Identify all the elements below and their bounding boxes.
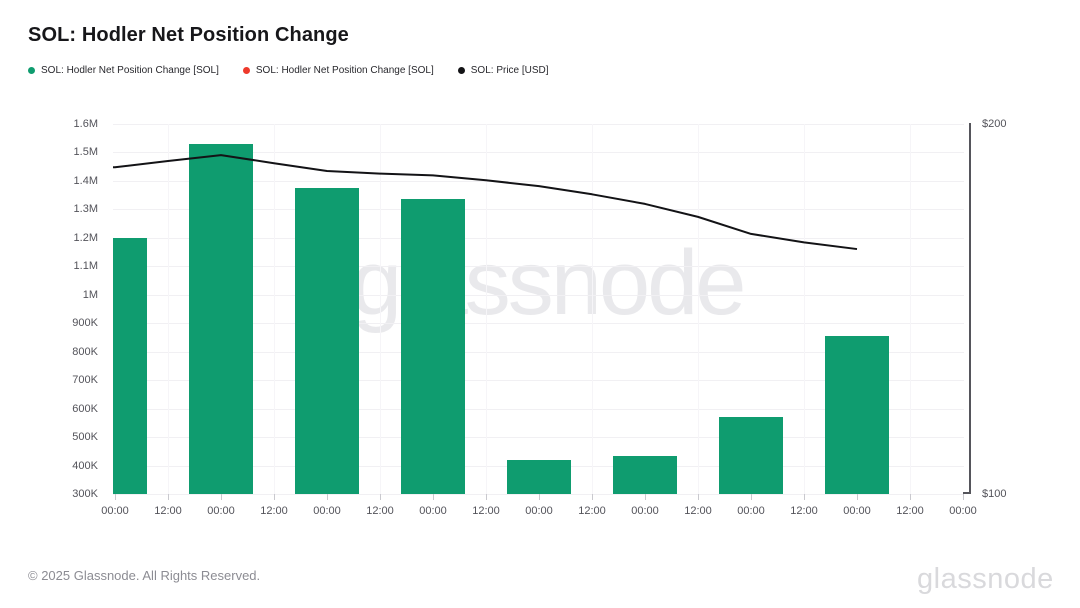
x-axis-tick-label: 12:00 <box>366 505 394 517</box>
plot-area[interactable] <box>113 115 964 500</box>
right-axis-tick <box>963 492 969 494</box>
legend-item[interactable]: SOL: Hodler Net Position Change [SOL] <box>28 65 219 76</box>
legend-label: SOL: Price [USD] <box>470 65 549 76</box>
gridline-horizontal <box>113 494 964 495</box>
glassnode-logo: glassnode <box>917 563 1054 595</box>
x-axis-tick-label: 00:00 <box>949 505 977 517</box>
gridline-horizontal <box>113 294 964 296</box>
x-axis-tick <box>486 494 487 500</box>
x-axis-tick <box>539 494 540 500</box>
y-axis-tick-label: 300K <box>72 488 98 500</box>
hodler-net-position-bar <box>613 455 677 494</box>
gridline-vertical <box>804 124 805 494</box>
hodler-net-position-bar <box>719 417 783 494</box>
x-axis-tick-label: 12:00 <box>790 505 818 517</box>
gridline-horizontal <box>113 380 964 382</box>
gridline-vertical <box>380 124 381 494</box>
hodler-net-position-bar <box>401 199 465 494</box>
x-axis-tick-label: 00:00 <box>843 505 871 517</box>
legend-dot-icon <box>242 67 250 74</box>
legend-item[interactable]: SOL: Price [USD] <box>457 65 549 76</box>
x-axis-tick <box>645 494 646 500</box>
x-axis-tick-label: 00:00 <box>631 505 659 517</box>
x-axis-tick <box>963 494 964 500</box>
gridline-horizontal <box>113 237 964 239</box>
x-axis-tick <box>592 494 593 500</box>
x-axis-tick-label: 12:00 <box>472 505 500 517</box>
y-axis-tick-label: 800K <box>72 345 98 358</box>
legend-label: SOL: Hodler Net Position Change [SOL] <box>255 65 434 76</box>
gridline-horizontal <box>113 209 964 211</box>
hodler-net-position-bar <box>295 188 359 494</box>
legend-dot-icon <box>28 67 35 74</box>
gridline-vertical <box>168 124 169 494</box>
right-axis-line <box>969 123 971 494</box>
y-axis-tick-label: 1.1M <box>73 260 98 273</box>
x-axis-tick <box>910 494 911 500</box>
gridline-horizontal <box>113 124 964 125</box>
x-axis-tick-label: 00:00 <box>207 505 235 517</box>
gridline-vertical <box>910 124 911 494</box>
x-axis-tick <box>221 494 222 500</box>
x-axis-tick <box>115 494 116 500</box>
x-axis-tick <box>698 494 699 500</box>
x-axis-tick-label: 12:00 <box>154 505 182 517</box>
x-axis-tick <box>274 494 275 500</box>
legend-label: SOL: Hodler Net Position Change [SOL] <box>41 65 219 76</box>
x-axis-tick-label: 12:00 <box>578 505 606 517</box>
x-axis-tick <box>804 494 805 500</box>
x-axis-tick <box>751 494 752 500</box>
x-axis-tick <box>380 494 381 500</box>
x-axis-tick-label: 00:00 <box>101 505 129 517</box>
gridline-vertical <box>698 124 699 494</box>
legend-item[interactable]: SOL: Hodler Net Position Change [SOL] <box>242 65 434 76</box>
y-axis-tick-label: 500K <box>72 431 98 444</box>
x-axis-tick <box>857 494 858 500</box>
hodler-net-position-bar <box>825 336 889 494</box>
gridline-vertical <box>486 124 487 494</box>
copyright-text: © 2025 Glassnode. All Rights Reserved. <box>28 568 261 583</box>
y-axis-tick-label: 600K <box>72 402 98 415</box>
price-line <box>113 154 858 251</box>
x-axis-tick <box>327 494 328 500</box>
legend-dot-icon <box>457 67 465 74</box>
y-axis-tick-label: 700K <box>72 374 98 387</box>
page-title: SOL: Hodler Net Position Change <box>28 24 349 46</box>
x-axis-tick-label: 12:00 <box>260 505 288 517</box>
x-axis-tick-label: 00:00 <box>313 505 341 517</box>
x-axis-tick-label: 12:00 <box>896 505 924 517</box>
x-axis-tick-label: 12:00 <box>684 505 712 517</box>
x-axis-tick-label: 00:00 <box>737 505 765 517</box>
chart-legend: SOL: Hodler Net Position Change [SOL] SOL… <box>28 65 549 76</box>
y-axis-tick-label: 1M <box>82 288 98 301</box>
x-axis-tick-label: 00:00 <box>525 505 553 517</box>
gridline-horizontal <box>113 266 964 268</box>
gridline-horizontal <box>113 351 964 353</box>
hodler-net-position-bar <box>113 237 147 494</box>
y-axis-tick-label: 1.3M <box>73 203 98 216</box>
gridline-horizontal <box>113 152 964 154</box>
gridline-vertical <box>274 124 275 494</box>
y-axis-tick-label: 1.5M <box>73 146 98 159</box>
gridline-horizontal <box>113 323 964 325</box>
y-axis-tick-label: 400K <box>72 459 98 472</box>
right-axis-tick-label: $200 <box>982 118 1007 130</box>
x-axis-tick <box>168 494 169 500</box>
x-axis-tick-label: 00:00 <box>419 505 447 517</box>
y-axis-tick-label: 900K <box>72 317 98 330</box>
gridline-horizontal <box>113 437 964 439</box>
y-axis-tick-label: 1.4M <box>73 174 98 187</box>
y-axis-tick-label: 1.6M <box>73 118 98 130</box>
gridline-horizontal <box>113 180 964 182</box>
gridline-horizontal <box>113 408 964 410</box>
hodler-net-position-bar <box>189 143 253 494</box>
hodler-net-position-bar <box>507 459 571 494</box>
right-axis-tick-label: $100 <box>982 488 1007 500</box>
y-axis-tick-label: 1.2M <box>73 231 98 244</box>
gridline-vertical <box>592 124 593 494</box>
x-axis-tick <box>433 494 434 500</box>
